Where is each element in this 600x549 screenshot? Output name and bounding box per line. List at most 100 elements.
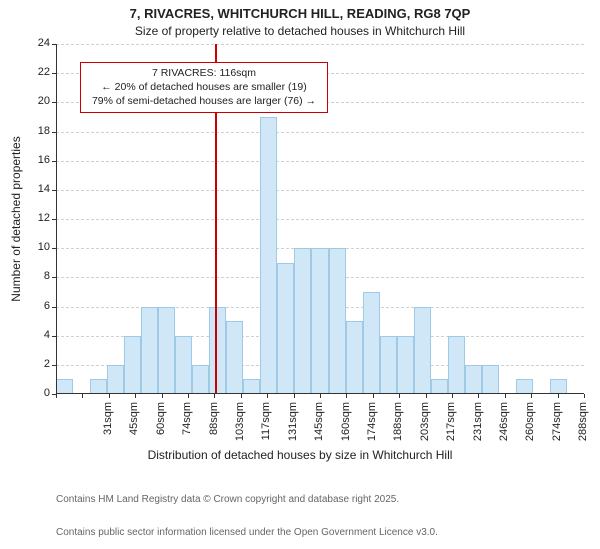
x-tick-mark bbox=[82, 394, 83, 398]
x-tick-mark bbox=[426, 394, 427, 398]
x-tick-label: 260sqm bbox=[524, 402, 536, 452]
y-tick-label: 22 bbox=[28, 66, 50, 78]
x-tick-mark bbox=[558, 394, 559, 398]
y-tick-mark bbox=[52, 102, 56, 103]
histogram-bar bbox=[107, 365, 124, 394]
x-tick-label: 188sqm bbox=[392, 402, 404, 452]
y-tick-label: 14 bbox=[28, 183, 50, 195]
y-tick-label: 18 bbox=[28, 125, 50, 137]
histogram-bar bbox=[158, 307, 175, 395]
annotation-line-2: ← 20% of detached houses are smaller (19… bbox=[87, 80, 321, 94]
x-tick-mark bbox=[162, 394, 163, 398]
y-tick-mark bbox=[52, 132, 56, 133]
y-tick-mark bbox=[52, 161, 56, 162]
x-tick-mark bbox=[267, 394, 268, 398]
y-tick-mark bbox=[52, 73, 56, 74]
histogram-bar bbox=[431, 379, 448, 394]
y-tick-label: 16 bbox=[28, 154, 50, 166]
gridline bbox=[56, 44, 584, 45]
x-tick-label: 31sqm bbox=[102, 402, 114, 452]
x-tick-mark bbox=[135, 394, 136, 398]
y-tick-mark bbox=[52, 219, 56, 220]
gridline bbox=[56, 190, 584, 191]
annotation-line-1: 7 RIVACRES: 116sqm bbox=[87, 66, 321, 80]
x-tick-mark bbox=[188, 394, 189, 398]
histogram-bar bbox=[124, 336, 141, 394]
x-tick-mark bbox=[346, 394, 347, 398]
histogram-bar bbox=[397, 336, 414, 394]
chart-title: 7, RIVACRES, WHITCHURCH HILL, READING, R… bbox=[0, 6, 600, 21]
x-tick-mark bbox=[478, 394, 479, 398]
x-tick-label: 117sqm bbox=[260, 402, 272, 452]
histogram-bar bbox=[465, 365, 482, 394]
histogram-bar bbox=[550, 379, 567, 394]
x-tick-mark bbox=[452, 394, 453, 398]
histogram-bar bbox=[243, 379, 260, 394]
y-tick-mark bbox=[52, 277, 56, 278]
histogram-bar bbox=[141, 307, 158, 395]
histogram-bar bbox=[380, 336, 397, 394]
annotation-line-3: 79% of semi-detached houses are larger (… bbox=[87, 94, 321, 108]
histogram-bar bbox=[329, 248, 346, 394]
histogram-bar bbox=[90, 379, 107, 394]
gridline bbox=[56, 219, 584, 220]
histogram-bar bbox=[260, 117, 277, 394]
x-tick-label: 74sqm bbox=[181, 402, 193, 452]
x-axis-label: Distribution of detached houses by size … bbox=[0, 448, 600, 462]
x-tick-label: 45sqm bbox=[128, 402, 140, 452]
x-tick-label: 60sqm bbox=[155, 402, 167, 452]
histogram-bar bbox=[363, 292, 380, 394]
histogram-bar bbox=[448, 336, 465, 394]
y-tick-mark bbox=[52, 248, 56, 249]
x-tick-label: 274sqm bbox=[551, 402, 563, 452]
y-tick-label: 4 bbox=[28, 329, 50, 341]
y-tick-label: 8 bbox=[28, 270, 50, 282]
x-tick-mark bbox=[399, 394, 400, 398]
x-tick-label: 145sqm bbox=[313, 402, 325, 452]
x-tick-label: 174sqm bbox=[366, 402, 378, 452]
gridline bbox=[56, 132, 584, 133]
x-tick-mark bbox=[294, 394, 295, 398]
x-tick-mark bbox=[373, 394, 374, 398]
footer-line-2: Contains public sector information licen… bbox=[56, 527, 438, 538]
y-tick-label: 0 bbox=[28, 387, 50, 399]
x-tick-label: 160sqm bbox=[340, 402, 352, 452]
y-tick-mark bbox=[52, 307, 56, 308]
histogram-bar bbox=[414, 307, 431, 395]
histogram-bar bbox=[209, 307, 226, 395]
x-tick-label: 217sqm bbox=[445, 402, 457, 452]
x-tick-mark bbox=[531, 394, 532, 398]
x-tick-mark bbox=[56, 394, 57, 398]
histogram-bar bbox=[56, 379, 73, 394]
y-axis-label: Number of detached properties bbox=[9, 44, 23, 394]
y-tick-label: 24 bbox=[28, 37, 50, 49]
y-tick-mark bbox=[52, 365, 56, 366]
chart-subtitle: Size of property relative to detached ho… bbox=[0, 24, 600, 38]
y-axis-line bbox=[56, 44, 57, 394]
y-tick-label: 10 bbox=[28, 241, 50, 253]
x-tick-label: 288sqm bbox=[577, 402, 589, 452]
histogram-bar bbox=[311, 248, 328, 394]
x-tick-label: 103sqm bbox=[234, 402, 246, 452]
x-tick-mark bbox=[584, 394, 585, 398]
x-tick-label: 203sqm bbox=[419, 402, 431, 452]
histogram-bar bbox=[346, 321, 363, 394]
y-tick-label: 6 bbox=[28, 300, 50, 312]
x-tick-mark bbox=[109, 394, 110, 398]
histogram-bar bbox=[482, 365, 499, 394]
y-tick-mark bbox=[52, 44, 56, 45]
histogram-bar bbox=[277, 263, 294, 394]
y-tick-mark bbox=[52, 190, 56, 191]
histogram-bar bbox=[294, 248, 311, 394]
histogram-bar bbox=[226, 321, 243, 394]
x-tick-mark bbox=[241, 394, 242, 398]
annotation-box: 7 RIVACRES: 116sqm ← 20% of detached hou… bbox=[80, 62, 328, 113]
histogram-bar bbox=[192, 365, 209, 394]
x-tick-label: 246sqm bbox=[498, 402, 510, 452]
x-tick-label: 231sqm bbox=[472, 402, 484, 452]
histogram-bar bbox=[175, 336, 192, 394]
x-tick-label: 131sqm bbox=[287, 402, 299, 452]
y-tick-mark bbox=[52, 336, 56, 337]
x-tick-label: 88sqm bbox=[208, 402, 220, 452]
x-tick-mark bbox=[505, 394, 506, 398]
